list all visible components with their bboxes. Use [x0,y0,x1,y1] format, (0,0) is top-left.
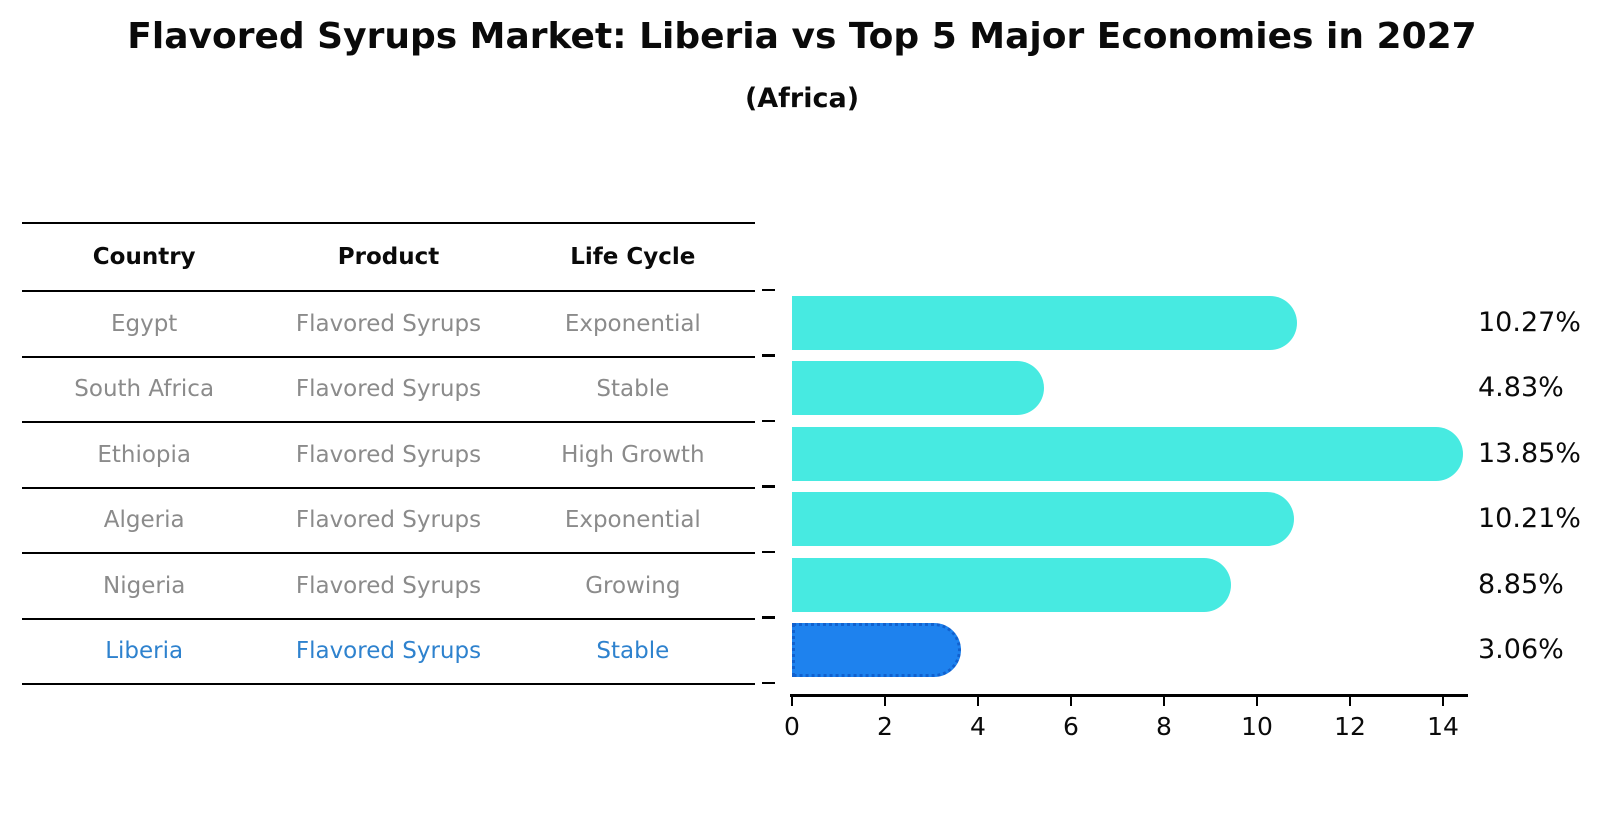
x-tick-mark-4 [976,696,980,706]
cell-product-algeria: Flavored Syrups [295,507,482,534]
bar-ethiopia [792,426,1464,481]
cell-product-south-africa: Flavored Syrups [295,376,482,403]
bar-nigeria [792,557,1231,612]
x-tick-mark-0 [790,696,794,706]
table-row-liberia: Liberia Flavored Syrups Stable [22,620,755,685]
cell-country-liberia: Liberia [105,638,184,665]
table-header-product: Product [337,244,440,270]
x-tick-mark-2 [883,696,887,706]
y-tick-mark-2 [762,419,775,423]
cell-product-ethiopia: Flavored Syrups [295,441,482,468]
y-tick-mark-3 [762,485,775,488]
table-row-ethiopia: Ethiopia Flavored Syrups High Growth [22,423,755,489]
x-tick-mark-14 [1441,696,1445,706]
cell-country-nigeria: Nigeria [103,572,186,599]
x-tick-mark-8 [1162,696,1166,706]
cell-life-cycle-egypt: Exponential [564,310,701,337]
table-row-egypt: Egypt Flavored Syrups Exponential [22,292,755,358]
value-label-egypt: 10.27% [1478,306,1581,338]
cell-country-south-africa: South Africa [74,376,215,403]
y-tick-mark-5 [762,616,775,619]
cell-life-cycle-south-africa: Stable [596,376,670,403]
cell-country-algeria: Algeria [103,507,185,534]
cell-product-egypt: Flavored Syrups [295,310,482,337]
cell-country-ethiopia: Ethiopia [97,441,191,468]
chart-subtitle: (Africa) [744,83,860,114]
table-header-country: Country [92,244,196,270]
table-header-life-cycle: Life Cycle [570,244,696,270]
y-tick-mark-0 [762,288,775,292]
value-label-nigeria: 8.85% [1478,568,1564,600]
value-label-south-africa: 4.83% [1478,372,1564,404]
x-tick-label-2: 2 [877,712,893,741]
x-tick-label-12: 12 [1334,712,1366,741]
country-table: Country Product Life Cycle Egypt Flavored… [22,222,755,685]
table-body: Egypt Flavored Syrups Exponential South Afr… [22,292,755,685]
cell-life-cycle-nigeria: Growing [585,572,681,599]
cell-life-cycle-ethiopia: High Growth [561,441,705,468]
cell-product-nigeria: Flavored Syrups [295,572,482,599]
x-tick-label-0: 0 [784,712,800,741]
value-label-ethiopia: 13.85% [1478,437,1581,469]
cell-life-cycle-algeria: Exponential [564,507,701,534]
x-tick-mark-12 [1348,696,1352,706]
x-tick-label-8: 8 [1156,712,1172,741]
table-row-south-africa: South Africa Flavored Syrups Stable [22,358,755,423]
cell-product-liberia: Flavored Syrups [295,638,482,665]
x-tick-label-10: 10 [1241,712,1273,741]
chart-title: Flavored Syrups Market: Liberia vs Top 5… [127,16,1477,57]
bar-liberia [792,623,962,678]
bar-south-africa [792,361,1044,416]
y-tick-mark-4 [762,550,775,554]
y-tick-mark-6 [762,681,775,685]
bar-egypt [792,295,1297,350]
x-tick-mark-6 [1069,696,1073,706]
bar-algeria [792,492,1294,547]
x-tick-label-14: 14 [1427,712,1459,741]
value-label-liberia: 3.06% [1478,634,1564,666]
cell-country-egypt: Egypt [110,310,178,337]
x-tick-mark-10 [1255,696,1259,706]
table-row-nigeria: Nigeria Flavored Syrups Growing [22,554,755,620]
table-row-algeria: Algeria Flavored Syrups Exponential [22,489,755,554]
x-tick-label-4: 4 [970,712,986,741]
value-label-algeria: 10.21% [1478,503,1581,535]
cell-life-cycle-liberia: Stable [596,638,670,665]
table-header-row: Country Product Life Cycle [22,224,755,292]
y-tick-mark-1 [762,354,775,357]
x-tick-label-6: 6 [1063,712,1079,741]
x-axis-line [790,694,1469,697]
